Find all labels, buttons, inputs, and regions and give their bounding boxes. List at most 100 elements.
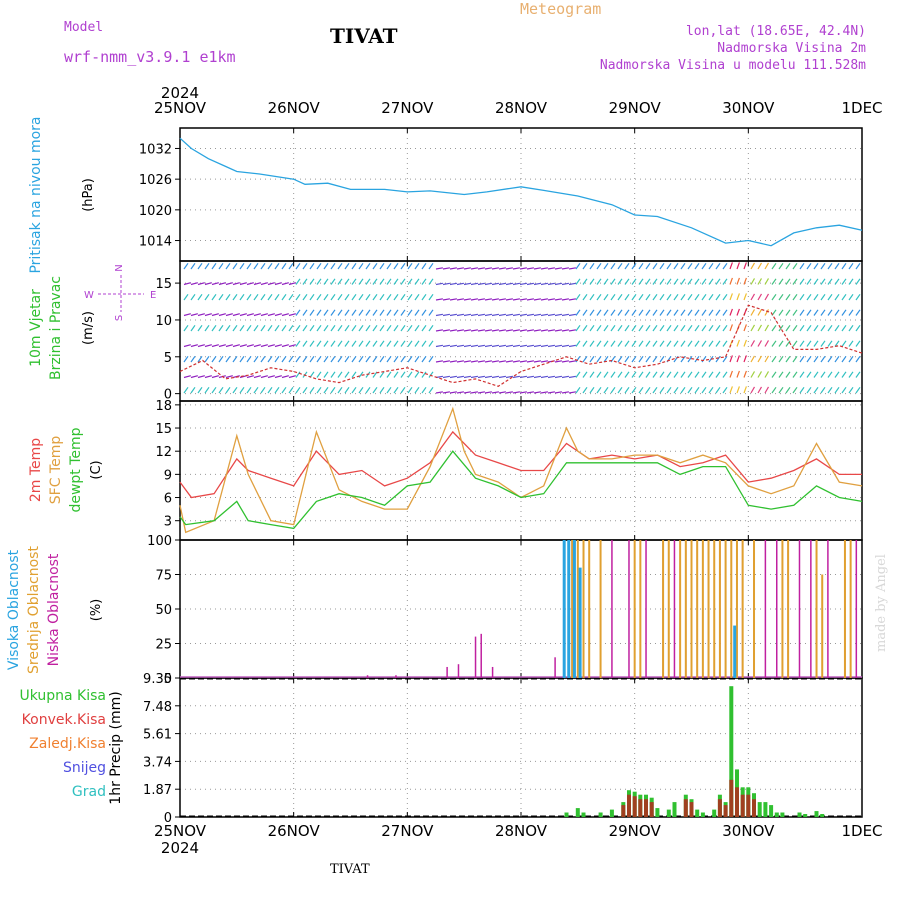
- wind-barb: [316, 340, 322, 347]
- wind-barb: [246, 324, 252, 332]
- y-tick-label: 3.74: [143, 755, 172, 770]
- wind-barb: [722, 278, 728, 285]
- model-label: Model: [64, 20, 104, 35]
- y-tick-label: 1026: [139, 173, 172, 188]
- wind-barb: [505, 267, 514, 270]
- wind-barb: [729, 324, 733, 332]
- temp-2m-line: [179, 430, 862, 499]
- wind-barb: [295, 309, 301, 316]
- y-tick-label: 50: [155, 603, 172, 618]
- wind-barb: [638, 324, 644, 332]
- wind-barb: [764, 278, 770, 285]
- wind-barb: [470, 267, 479, 270]
- wind-barb: [582, 278, 588, 285]
- wind-barb: [575, 262, 581, 270]
- precip-bar: [689, 802, 694, 817]
- wind-barb: [379, 386, 385, 394]
- wind-barb: [764, 355, 770, 363]
- y-tick-label: 6: [164, 492, 172, 507]
- wind-barb: [386, 340, 392, 347]
- wind-barb: [477, 282, 486, 286]
- wind-barb: [561, 360, 570, 363]
- wind-barb: [519, 375, 528, 379]
- wind-barb: [358, 386, 364, 394]
- wind-barb: [673, 262, 679, 270]
- precip-bar: [752, 799, 756, 817]
- wind-barb: [414, 371, 420, 378]
- wind-barb: [519, 298, 528, 301]
- wind-barb: [470, 313, 479, 317]
- wind-barb: [386, 262, 392, 270]
- wind-barb: [666, 293, 672, 301]
- wind-barb: [218, 293, 224, 301]
- wind-barb: [855, 355, 861, 363]
- wind-barb: [414, 293, 420, 301]
- wind-barb: [610, 262, 616, 270]
- wind-barb: [687, 324, 693, 332]
- wind-barb: [540, 298, 549, 301]
- wind-barb: [484, 329, 493, 332]
- wind-barb: [295, 340, 301, 347]
- wind-barb: [820, 262, 826, 270]
- wind-barb: [687, 278, 693, 285]
- wind-barb: [645, 340, 651, 347]
- wind-barb: [729, 262, 733, 270]
- wind-barb: [834, 340, 840, 347]
- wind-barb: [827, 309, 833, 316]
- wind-barb: [729, 370, 733, 378]
- wind-barb: [757, 355, 763, 363]
- wind-barb: [519, 391, 528, 394]
- wind-barb: [253, 375, 261, 379]
- wind-barb: [757, 293, 763, 301]
- wind-barb: [484, 267, 493, 270]
- wind-barb: [666, 324, 672, 332]
- precip-legend-2: Zaledj.Kisa: [29, 736, 106, 752]
- wind-barb: [771, 355, 777, 363]
- wind-barb: [589, 371, 595, 378]
- wind-barb: [421, 309, 427, 316]
- wind-barb: [281, 355, 287, 363]
- wind-barb: [582, 371, 588, 378]
- wind-barb: [316, 371, 322, 378]
- wind-barb: [708, 293, 714, 301]
- wind-barb: [547, 282, 556, 286]
- wind-barb: [624, 324, 630, 332]
- wind-barb: [568, 391, 577, 394]
- wind-barb: [582, 309, 588, 316]
- wind-barb: [778, 293, 784, 301]
- wind-barb: [750, 262, 756, 270]
- wind-barb: [470, 298, 479, 301]
- wind-barb: [722, 371, 728, 378]
- y-tick-label: 25: [155, 638, 172, 653]
- wind-barb: [274, 293, 280, 301]
- wind-barb: [358, 262, 364, 270]
- wind-barb: [267, 344, 275, 348]
- y-tick-label: 1014: [139, 235, 172, 250]
- wind-barb: [232, 293, 238, 301]
- wind-barb: [596, 309, 602, 316]
- wind-barb: [778, 324, 784, 332]
- wind-barb: [491, 375, 500, 379]
- wind-barb: [568, 267, 577, 270]
- wind-barb: [848, 355, 854, 363]
- wind-barb: [652, 371, 658, 378]
- wind-barb: [309, 293, 315, 301]
- time-label-top: 1DEC: [841, 99, 882, 117]
- wind-barb: [435, 298, 444, 301]
- wind-barb: [400, 355, 406, 363]
- wind-barb: [491, 344, 500, 348]
- wind-barb: [827, 278, 833, 285]
- wind-barb: [218, 386, 224, 394]
- wind-barb: [582, 262, 588, 270]
- wind-barb: [638, 371, 644, 378]
- wind-barb: [736, 355, 740, 363]
- wind-barb: [470, 375, 479, 379]
- wind-barb: [533, 313, 542, 317]
- wind-barb: [442, 344, 451, 348]
- wind-barb: [575, 386, 581, 394]
- wind-barb: [673, 386, 679, 394]
- wind-barb: [687, 371, 693, 378]
- wind-barb: [589, 324, 595, 332]
- wind-barb: [841, 371, 847, 378]
- wind-barb: [246, 355, 252, 363]
